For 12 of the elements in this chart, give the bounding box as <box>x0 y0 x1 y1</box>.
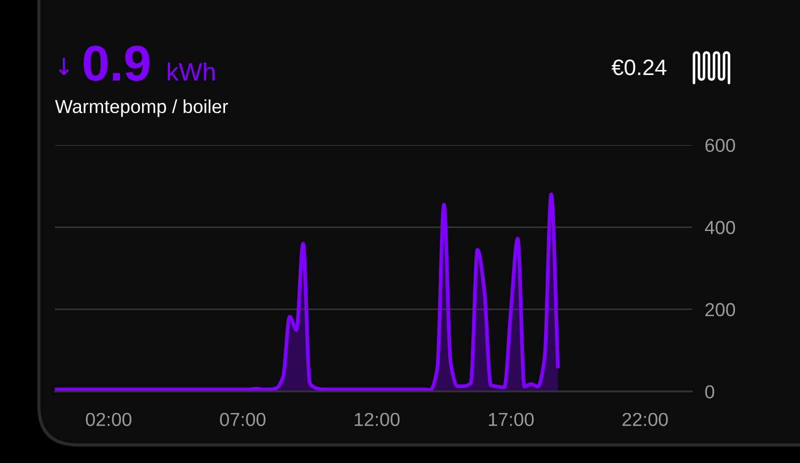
x-tick-label: 07:00 <box>220 412 266 426</box>
text: €0.24 <box>612 59 666 76</box>
y-tick-label: 400 <box>704 220 736 234</box>
x-tick-label: 22:00 <box>622 412 668 426</box>
chart-subtitle: Warmtepomp / boiler <box>55 99 228 117</box>
x-tick-label: 17:00 <box>488 412 534 426</box>
x-tick-label: 12:00 <box>354 412 400 426</box>
y-tick-label: 200 <box>705 303 736 316</box>
x-tick-label: 02:00 <box>86 412 132 426</box>
y-tick-label: 0 <box>705 385 714 398</box>
chart-title: ↓ 0.9 kWh <box>58 46 214 81</box>
y-tick-label: 600 <box>705 138 736 152</box>
